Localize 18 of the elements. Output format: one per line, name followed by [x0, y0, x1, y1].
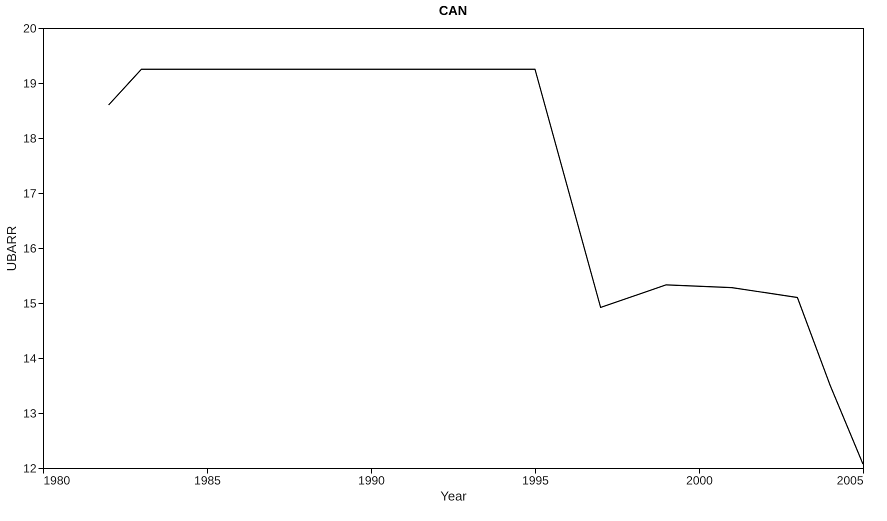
x-tick-label: 1980	[44, 474, 71, 488]
chart-title: CAN	[438, 3, 468, 18]
x-tick-label: 2000	[686, 474, 714, 488]
x-tick-label: 1990	[358, 474, 386, 488]
y-tick-label: 13	[23, 406, 37, 420]
y-tick-label: 14	[23, 352, 37, 366]
x-axis-title: Year	[440, 488, 468, 504]
x-tick-label: 1995	[522, 474, 550, 488]
y-tick-label: 17	[23, 186, 37, 200]
x-tick-label: 1985	[194, 474, 222, 488]
x-tick-label: 2005	[836, 474, 864, 488]
y-axis-title: UBARR	[4, 226, 20, 272]
y-tick-label: 16	[23, 242, 37, 256]
y-tick-label: 12	[23, 462, 37, 476]
y-tick-label: 15	[23, 296, 37, 310]
y-tick-label: 19	[23, 76, 37, 90]
y-tick-label: 18	[23, 132, 37, 146]
y-tick-label: 20	[23, 22, 37, 36]
